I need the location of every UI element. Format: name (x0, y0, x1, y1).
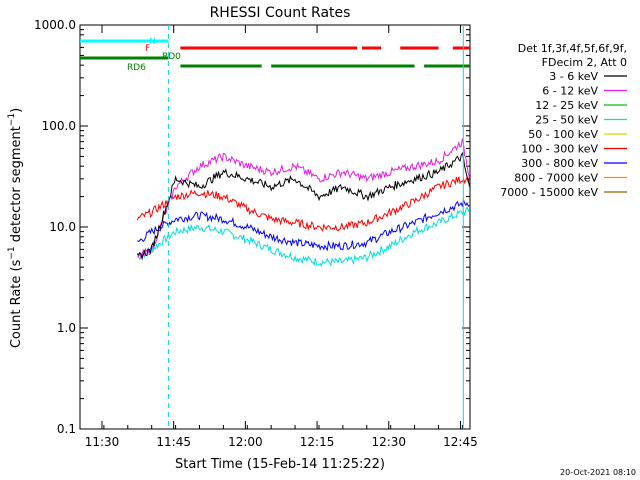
series-lines (136, 138, 470, 268)
state-label-rd6: RD6 (127, 63, 146, 73)
legend-item-label: 800 - 7000 keV (514, 172, 598, 185)
x-tick-label: 12:30 (371, 435, 406, 449)
x-tick-label: 12:15 (300, 435, 335, 449)
series-line (137, 198, 470, 252)
legend-item-label: 25 - 50 keV (535, 114, 598, 127)
legend: Det 1f,3f,4f,5f,6f,9f, FDecim 2, Att 0 3… (500, 42, 627, 199)
legend-item-label: 300 - 800 keV (521, 157, 598, 170)
y-label-exponent: −1 (7, 113, 17, 126)
x-tick-label: 11:30 (85, 435, 120, 449)
y-axis: 0.1 1.0 10.0 100.0 1000.0 (34, 18, 470, 436)
y-tick-label: 1000.0 (34, 18, 76, 32)
legend-item-label: 3 - 6 keV (549, 70, 598, 83)
x-tick-label: 12:00 (228, 435, 263, 449)
y-tick-label: 1.0 (57, 321, 76, 335)
interval-lines (167, 25, 464, 429)
y-tick-label: 100.0 (42, 119, 76, 133)
x-axis-label: Start Time (15-Feb-14 11:25:22) (175, 457, 385, 472)
series-line (137, 206, 470, 268)
state-label-n: N (149, 37, 156, 47)
timestamp: 20-Oct-2021 08:10 (560, 468, 636, 477)
legend-item-label: 100 - 300 keV (521, 143, 598, 156)
x-axis: 11:30 11:45 12:00 12:15 12:30 12:45 (85, 25, 478, 449)
state-label-rd0: RD0 (162, 52, 181, 62)
y-label-exponent: −1 (7, 246, 17, 259)
series-line (136, 175, 470, 233)
legend-item-label: 12 - 25 keV (535, 99, 598, 112)
plot-frame (79, 24, 471, 430)
y-tick-label: 0.1 (57, 422, 76, 436)
y-tick-label: 10.0 (49, 220, 76, 234)
y-label-part: detector segment (9, 126, 24, 246)
legend-item-label: 7000 - 15000 keV (500, 186, 598, 199)
legend-item-label: 50 - 100 keV (528, 128, 598, 141)
plot-area (79, 24, 471, 430)
state-label-f: F (145, 44, 150, 54)
legend-header: FDecim 2, Att 0 (542, 56, 627, 69)
x-tick-label: 11:45 (156, 435, 191, 449)
y-axis-label: Count Rate (s−1 detector segment−1) (7, 108, 24, 348)
chart-title: RHESSI Count Rates (210, 5, 351, 21)
y-label-part: Count Rate (s (9, 259, 24, 348)
state-bars: NF RD0 RD6 (80, 37, 470, 73)
series-line (137, 151, 470, 261)
legend-item-label: 6 - 12 keV (542, 85, 598, 98)
x-tick-label: 12:45 (443, 435, 478, 449)
legend-header: Det 1f,3f,4f,5f,6f,9f, (518, 42, 627, 55)
series-line (136, 138, 470, 260)
y-label-part: ) (9, 108, 24, 113)
